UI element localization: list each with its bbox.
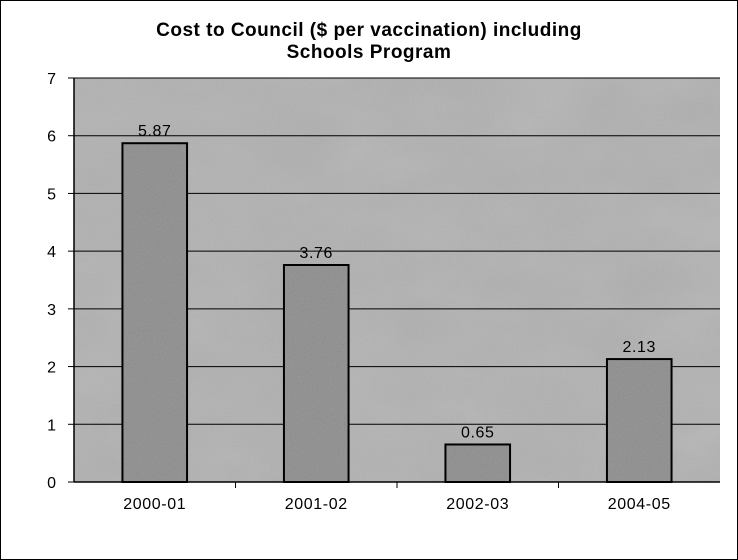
y-tick-label: 6 bbox=[47, 129, 56, 146]
data-label: 2.13 bbox=[622, 339, 656, 356]
data-labels: 5.87 3.76 0.65 2.13 bbox=[138, 123, 656, 441]
data-label: 5.87 bbox=[138, 123, 172, 140]
x-tick-label: 2001-02 bbox=[285, 496, 348, 513]
y-tick-labels: 0 1 2 3 4 5 6 7 bbox=[47, 71, 56, 492]
axes bbox=[73, 78, 720, 483]
chart-title-line-2: Schools Program bbox=[286, 42, 452, 63]
x-tick-label: 2000-01 bbox=[123, 496, 186, 513]
y-tick-label: 3 bbox=[47, 302, 56, 319]
data-label: 3.76 bbox=[299, 245, 333, 262]
chart-title-line-1: Cost to Council ($ per vaccination) incl… bbox=[156, 20, 582, 41]
y-tick-label: 1 bbox=[47, 417, 56, 434]
x-tick-label: 2002-03 bbox=[446, 496, 509, 513]
bar-2001-02 bbox=[283, 264, 349, 482]
y-tick-label: 5 bbox=[47, 186, 56, 203]
bars bbox=[121, 142, 673, 488]
y-tick-label: 7 bbox=[47, 71, 56, 88]
bar-2004-05 bbox=[606, 359, 672, 482]
chart-title: Cost to Council ($ per vaccination) incl… bbox=[0, 20, 738, 64]
x-tick-label: 2004-05 bbox=[608, 496, 671, 513]
x-tick-labels: 2000-01 2001-02 2002-03 2004-05 bbox=[123, 496, 670, 513]
y-tick-label: 2 bbox=[47, 360, 56, 377]
y-tick-label: 4 bbox=[47, 244, 56, 261]
y-tick-label: 0 bbox=[47, 475, 56, 492]
data-label: 0.65 bbox=[461, 424, 495, 441]
bar-2000-01 bbox=[122, 143, 188, 482]
bar-2002-03 bbox=[445, 444, 511, 482]
